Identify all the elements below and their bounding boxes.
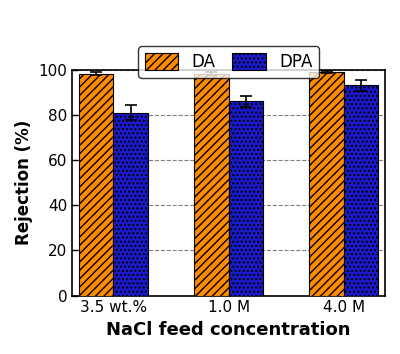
Legend: DA, DPA: DA, DPA xyxy=(138,46,319,78)
Y-axis label: Rejection (%): Rejection (%) xyxy=(15,120,33,245)
X-axis label: NaCl feed concentration: NaCl feed concentration xyxy=(106,321,351,339)
Bar xyxy=(79,74,114,296)
Bar xyxy=(309,72,344,296)
Bar xyxy=(194,74,229,296)
Bar xyxy=(344,85,378,296)
Bar xyxy=(229,101,263,296)
Bar xyxy=(114,113,148,296)
